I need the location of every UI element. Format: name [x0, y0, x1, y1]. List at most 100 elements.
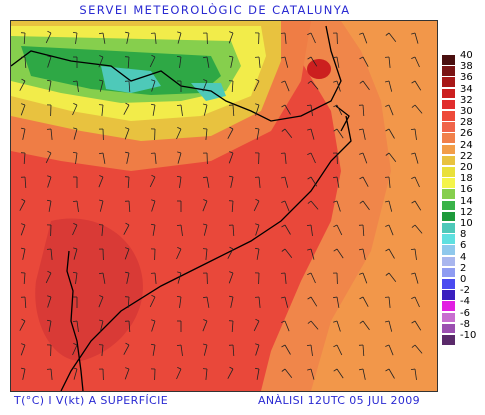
- legend-swatch: [442, 234, 455, 244]
- wind-barb: [75, 32, 78, 44]
- wind-barb-flag: [125, 247, 130, 250]
- wind-barb-flag: [177, 151, 182, 154]
- wind-barb-flag: [255, 247, 260, 250]
- legend-label: 34: [460, 83, 473, 95]
- legend-label: 22: [460, 150, 473, 162]
- wind-barb: [256, 128, 260, 140]
- analysis-label: ANÀLISI 12UTC 05 JUL 2009: [258, 394, 421, 407]
- legend-label: 6: [460, 240, 467, 252]
- wind-barb-flag: [281, 200, 286, 203]
- wind-barb: [336, 56, 340, 68]
- wind-barb-flag: [176, 296, 182, 298]
- page-title: SERVEI METEOROLÒGIC DE CATALUNYA: [79, 3, 351, 17]
- wind-barb-flag: [21, 223, 26, 226]
- wind-barb-flag: [177, 247, 182, 250]
- wind-barb-flag: [307, 368, 312, 371]
- wind-barb: [230, 56, 234, 68]
- wind-barb-flag: [125, 151, 130, 154]
- wind-barb: [362, 32, 368, 44]
- wind-barb-flag: [307, 272, 312, 275]
- legend-swatch: [442, 144, 455, 155]
- wind-barb: [127, 296, 130, 309]
- wind-barb-flag: [385, 128, 390, 132]
- wind-barb: [75, 272, 78, 284]
- wind-barb: [50, 128, 53, 140]
- wind-barb: [20, 104, 26, 116]
- wind-barb: [45, 272, 52, 284]
- wind-barb-flag: [307, 296, 312, 300]
- wind-barb: [124, 368, 130, 380]
- wind-barb-flag: [47, 30, 52, 34]
- wind-barb: [227, 248, 234, 259]
- wind-barb: [99, 320, 104, 332]
- legend-swatch: [442, 55, 455, 65]
- wind-barb: [126, 32, 130, 44]
- legend-swatch: [442, 290, 455, 300]
- wind-barb: [50, 368, 53, 380]
- wind-barb: [19, 200, 26, 211]
- wind-barb-flag: [229, 295, 234, 298]
- wind-barb: [76, 200, 79, 212]
- wind-barb: [98, 176, 104, 188]
- wind-barb: [149, 56, 156, 68]
- wind-barb: [47, 296, 52, 308]
- wind-barb: [284, 272, 287, 284]
- legend-swatch: [442, 167, 455, 177]
- wind-barb: [253, 320, 260, 332]
- wind-barb: [258, 296, 261, 308]
- wind-barb-flag: [203, 103, 208, 106]
- wind-barb: [414, 320, 422, 331]
- legend-label: 38: [460, 61, 473, 73]
- wind-barb: [388, 104, 394, 116]
- wind-barb-flag: [125, 271, 130, 274]
- wind-barb: [284, 368, 293, 378]
- wind-barb: [154, 272, 157, 284]
- wind-barb: [180, 344, 183, 356]
- wind-barb: [45, 152, 52, 164]
- wind-barb: [128, 200, 131, 213]
- wind-barb: [388, 152, 397, 162]
- wind-barb: [310, 152, 316, 164]
- wind-barb-flag: [203, 296, 208, 299]
- legend-label: 16: [460, 184, 473, 196]
- wind-barb-flag: [73, 103, 78, 106]
- wind-barb-flag: [255, 367, 260, 370]
- legend-swatch: [442, 335, 455, 345]
- wind-barb: [127, 56, 130, 69]
- wind-barb: [284, 32, 287, 44]
- wind-barb: [76, 80, 79, 92]
- wind-barb: [388, 32, 397, 42]
- legend-swatch: [442, 312, 455, 323]
- wind-barb-flag: [411, 80, 416, 84]
- wind-barb: [72, 344, 78, 356]
- wind-barb-flag: [99, 152, 104, 155]
- wind-barb-flag: [281, 320, 286, 323]
- wind-barb: [202, 200, 208, 212]
- wind-barb-flag: [21, 247, 26, 250]
- wind-barb-flag: [151, 54, 156, 58]
- wind-barb-flag: [21, 103, 26, 106]
- wind-barb-flag: [176, 224, 182, 226]
- wind-barb: [24, 296, 27, 309]
- wind-barb: [23, 272, 26, 285]
- wind-barb-flag: [255, 127, 260, 130]
- wind-barb-flag: [306, 224, 312, 226]
- wind-barb-flag: [306, 104, 312, 106]
- wind-barb-flag: [359, 272, 364, 275]
- wind-barb-flag: [151, 174, 156, 178]
- wind-barb: [177, 152, 182, 164]
- wind-barb: [231, 80, 234, 93]
- wind-barb: [231, 320, 234, 333]
- legend-label: 2: [460, 262, 467, 274]
- sea-temperature-area-outer: [311, 21, 437, 391]
- wind-barb-flag: [176, 104, 182, 106]
- wind-barb: [176, 368, 182, 380]
- wind-barb: [388, 224, 394, 236]
- wind-barb-flag: [255, 223, 260, 226]
- wind-barb-flag: [281, 248, 286, 252]
- wind-barb: [414, 176, 420, 188]
- wind-barb-flag: [333, 56, 338, 59]
- wind-barb-flag: [21, 198, 26, 202]
- wind-barb: [362, 128, 366, 140]
- wind-barb-flag: [411, 320, 416, 324]
